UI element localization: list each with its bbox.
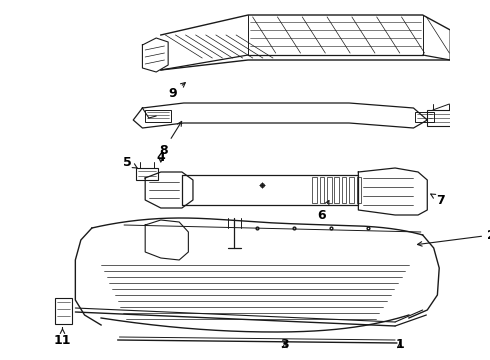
Text: 8: 8 [160, 121, 182, 157]
Bar [427, 110, 457, 126]
Bar [320, 177, 324, 203]
Text: 2: 2 [417, 229, 490, 246]
Bar [342, 177, 346, 203]
Bar [416, 112, 434, 122]
Bar [349, 177, 354, 203]
Bar [136, 168, 158, 180]
Bar [145, 110, 171, 122]
Bar [55, 298, 72, 324]
Text: 10: 10 [0, 359, 1, 360]
Text: 5: 5 [122, 156, 137, 168]
Bar [327, 177, 332, 203]
Text: 4: 4 [156, 150, 165, 163]
Bar [335, 177, 339, 203]
Bar [357, 177, 361, 203]
Text: 9: 9 [169, 82, 185, 99]
Text: 11: 11 [54, 328, 71, 346]
Text: 1: 1 [395, 338, 404, 351]
Text: 6: 6 [317, 201, 329, 221]
Text: 7: 7 [431, 194, 445, 207]
Bar [313, 177, 317, 203]
Text: 3: 3 [281, 338, 289, 351]
